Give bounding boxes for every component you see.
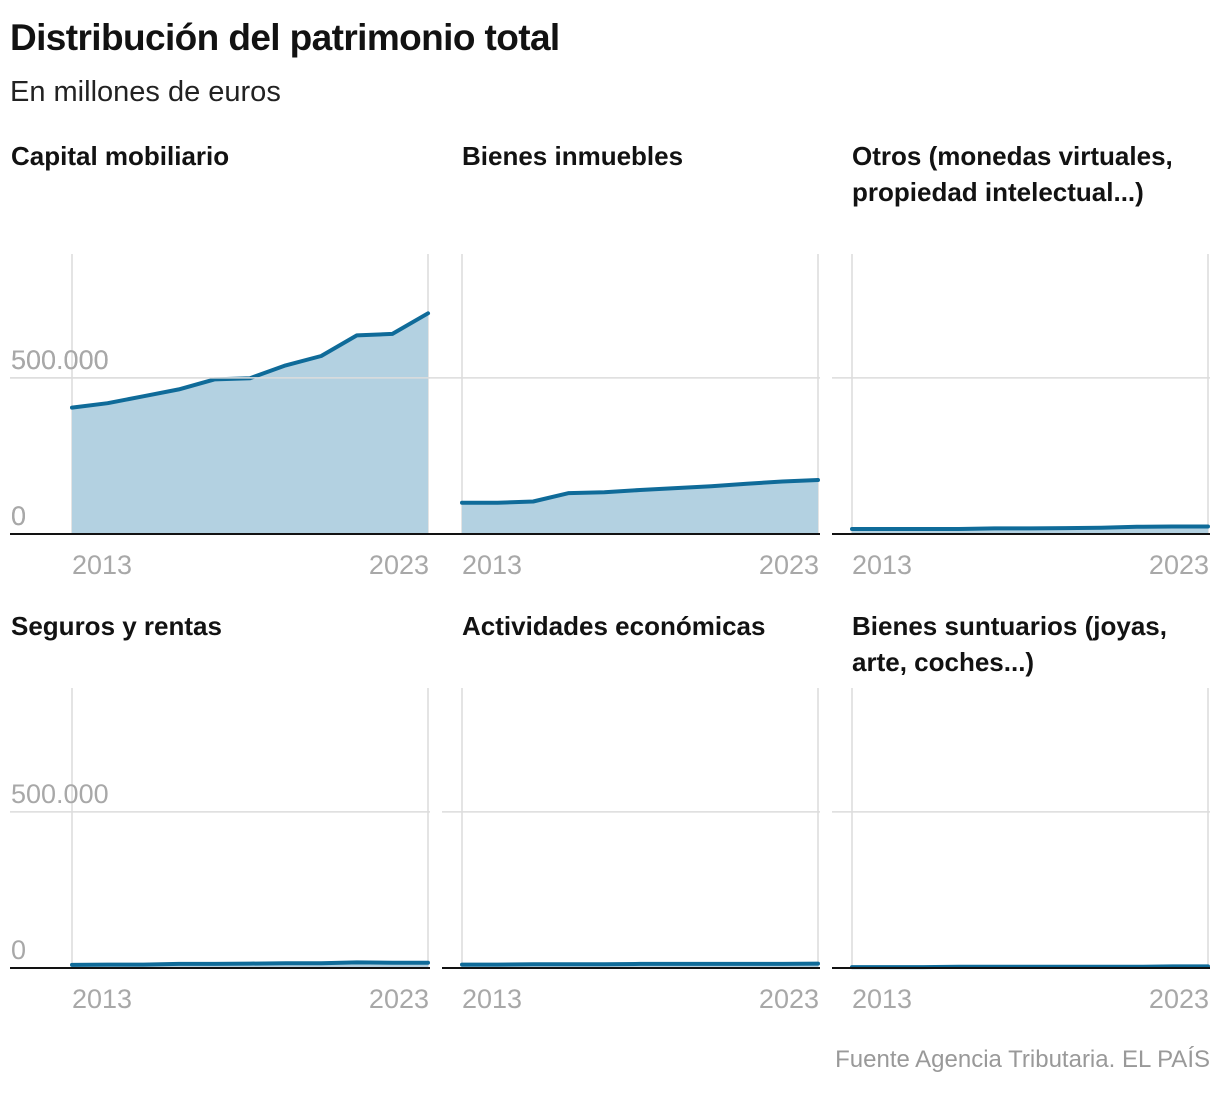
- series-line: [460, 961, 820, 967]
- y-tick-label-500000: 500.000: [11, 345, 109, 375]
- y-tick-label-500000: 500.000: [11, 779, 109, 809]
- y-tick-label-0: 0: [11, 501, 26, 531]
- panel-4: 0 500.000 2013 2023: [10, 688, 430, 1014]
- series-line: [850, 964, 1210, 970]
- y-tick-label-0: 0: [11, 501, 26, 531]
- y-tick-label-500000: 500.000: [11, 345, 109, 375]
- panel-title-capital-mobiliario: Capital mobiliario: [11, 141, 230, 171]
- y-tick-label-0: 0: [11, 935, 26, 965]
- x-tick-label-last: 2023: [1149, 984, 1209, 1014]
- x-tick-label-first: 2013: [462, 984, 522, 1014]
- panel-2: 0 500.000 2013 2023: [10, 254, 820, 580]
- x-tick-label-first: 2013: [852, 550, 912, 580]
- panel-title-actividades-economicas: Actividades económicas: [462, 611, 766, 641]
- chart-title: Distribución del patrimonio total: [10, 17, 560, 58]
- panel-title-seguros-rentas: Seguros y rentas: [11, 611, 222, 641]
- series-line: [70, 960, 430, 967]
- panel-title-bienes-suntuarios: Bienes suntuarios (joyas, arte, coches..…: [852, 611, 1167, 677]
- panel-1: 0 500.000 2013 2023: [10, 254, 430, 580]
- x-tick-label-last: 2023: [759, 550, 819, 580]
- series-area: [72, 313, 428, 534]
- x-tick-label-last: 2023: [759, 984, 819, 1014]
- panel-3: 2013 2023: [832, 254, 1210, 580]
- panel-6: 2013 2023: [832, 688, 1210, 1014]
- x-tick-label-last: 2023: [369, 550, 429, 580]
- x-tick-label-first: 2013: [72, 550, 132, 580]
- x-tick-label-last: 2023: [369, 984, 429, 1014]
- x-tick-label-last: 2023: [1149, 550, 1209, 580]
- chart-subtitle: En millones de euros: [10, 76, 281, 108]
- series-area: [462, 480, 818, 534]
- x-tick-label-first: 2013: [852, 984, 912, 1014]
- x-tick-label-first: 2013: [72, 984, 132, 1014]
- series-line: [850, 524, 1210, 531]
- source-note: Fuente Agencia Tributaria. EL PAÍS: [835, 1046, 1210, 1073]
- panel-5: 2013 2023: [442, 688, 820, 1014]
- series-line: [460, 478, 820, 505]
- x-tick-label-first: 2013: [462, 550, 522, 580]
- panel-title-bienes-inmuebles: Bienes inmuebles: [462, 141, 684, 171]
- panel-title-otros: Otros (monedas virtuales, propiedad inte…: [852, 141, 1173, 207]
